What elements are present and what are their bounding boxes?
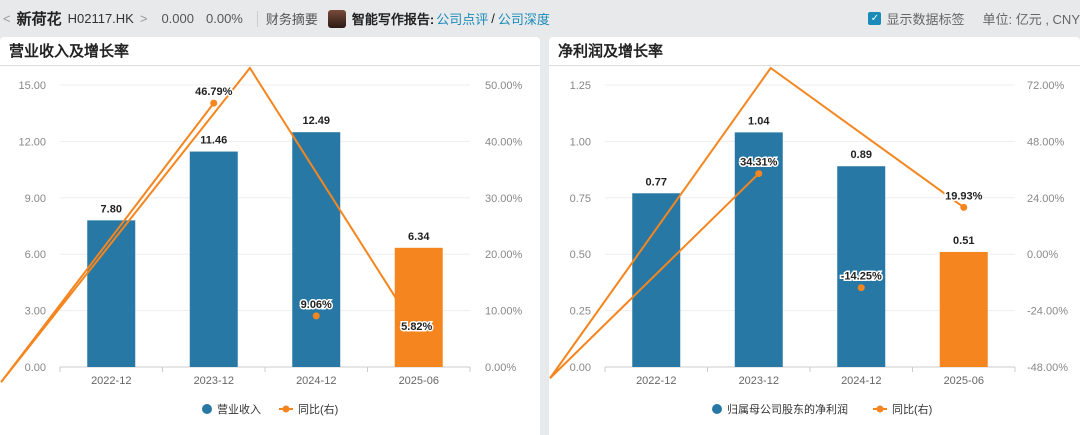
bar [939, 251, 988, 367]
stock-code: H02117.HK [67, 11, 134, 26]
bar-label: 0.51 [953, 235, 974, 247]
y2-tick-label: 24.00% [1027, 193, 1065, 205]
x-tick-label: 2024-12 [296, 375, 336, 387]
show-labels-checkbox[interactable]: ✓ [868, 12, 882, 25]
growth-label: -14.25% [841, 271, 882, 283]
bar-label: 1.04 [748, 115, 770, 127]
growth-label: 46.79% [195, 86, 233, 98]
growth-point [312, 312, 320, 320]
growth-point [415, 330, 423, 338]
price: 0.000 [161, 11, 194, 26]
header-right: ✓ 显示数据标签 单位: 亿元 , CNY [868, 0, 1080, 37]
unit-label: 单位: 亿元 , CNY [982, 12, 1080, 27]
bar-label: 7.80 [101, 203, 122, 215]
y-tick-label: 0.00 [570, 362, 591, 374]
bar [87, 220, 136, 367]
legend-line-label: 同比(右) [298, 402, 338, 416]
y2-tick-label: 20.00% [485, 249, 523, 261]
legend-line-marker [876, 405, 884, 413]
x-tick-label: 2022-12 [636, 375, 676, 387]
y2-tick-label: 50.00% [485, 80, 523, 92]
x-tick-label: 2023-12 [194, 375, 234, 387]
x-tick-label: 2025-06 [944, 375, 984, 387]
growth-point [210, 99, 218, 107]
y2-tick-label: -48.00% [1027, 362, 1068, 374]
legend-line-marker [282, 405, 290, 413]
x-tick-label: 2023-12 [739, 375, 779, 387]
bar [292, 132, 341, 367]
back-button[interactable]: < [3, 11, 11, 26]
growth-point [857, 284, 865, 292]
bar-label: 0.89 [851, 149, 872, 161]
x-tick-label: 2022-12 [91, 375, 131, 387]
legend-bar-label: 归属母公司股东的净利润 [727, 402, 848, 416]
revenue-chart: 0.00 0.00% 3.00 10.00% 6.00 20.00% 9.00 30.00% 1… [0, 66, 523, 416]
y-tick-label: 0.00 [25, 362, 46, 374]
y2-tick-label: 48.00% [1027, 136, 1065, 148]
y2-tick-label: 0.00% [485, 362, 516, 374]
y2-tick-label: 72.00% [1027, 80, 1065, 92]
net-profit-chart: 0.00 -48.00% 0.25 -24.00% 0.50 0.00% 0.75 24.00… [549, 66, 1068, 416]
bar [632, 193, 681, 367]
y-tick-label: 1.00 [570, 136, 591, 148]
y-tick-label: 0.25 [570, 306, 591, 318]
stock-name: 新荷花 [16, 11, 62, 28]
x-tick-label: 2025-06 [399, 375, 439, 387]
growth-label: 34.31% [740, 157, 778, 169]
slash: / [491, 11, 495, 26]
summary-tab[interactable]: 财务摘要 [265, 12, 318, 27]
chart-title: 净利润及增长率 [549, 37, 1080, 66]
change: 0.00% [206, 11, 243, 26]
x-tick-label: 2024-12 [841, 375, 881, 387]
y2-tick-label: 30.00% [485, 193, 523, 205]
bar-label: 12.49 [302, 115, 330, 127]
y-tick-label: 0.50 [570, 249, 591, 261]
report-label: 智能写作报告: [351, 12, 435, 27]
growth-line [549, 66, 965, 379]
bar-label: 6.34 [408, 231, 430, 243]
bar-label: 0.77 [646, 176, 667, 188]
y-tick-label: 12.00 [18, 136, 46, 148]
y-tick-label: 1.25 [570, 80, 591, 92]
growth-point [960, 203, 968, 211]
bar [189, 151, 238, 367]
show-labels-label[interactable]: 显示数据标签 [886, 12, 965, 27]
chart-title: 营业收入及增长率 [0, 37, 540, 66]
growth-label: 5.82% [401, 321, 432, 333]
growth-point [755, 170, 763, 178]
header-bar: < 新荷花 H02117.HK > 0.000 0.00% 财务摘要 智能写作报… [0, 0, 1080, 37]
legend-line-label: 同比(右) [892, 402, 932, 416]
avatar [327, 9, 346, 28]
legend-bar-label: 营业收入 [217, 402, 261, 416]
growth-label: 9.06% [301, 299, 332, 311]
growth-label: 19.93% [945, 190, 983, 202]
y2-tick-label: 40.00% [485, 136, 523, 148]
bar-label: 11.46 [200, 135, 227, 147]
y2-tick-label: -24.00% [1027, 306, 1068, 318]
legend-bar-icon [712, 404, 722, 414]
y-tick-label: 15.00 [18, 80, 46, 92]
y-tick-label: 9.00 [25, 193, 46, 205]
net-profit-panel: 净利润及增长率 0.00 -48.00% 0.25 -24.00% 0.50 0.00% 0… [549, 37, 1080, 435]
link-company-review[interactable]: 公司点评 [436, 12, 489, 27]
revenue-panel: 营业收入及增长率 0.00 0.00% 3.00 10.00% 6.00 20.00% 9.… [0, 37, 540, 435]
forward-button[interactable]: > [139, 11, 148, 26]
growth-line [0, 66, 420, 383]
divider [256, 10, 258, 27]
y-tick-label: 3.00 [25, 306, 46, 318]
bar [837, 166, 886, 367]
y-tick-label: 6.00 [25, 249, 46, 261]
y-tick-label: 0.75 [570, 193, 591, 205]
legend-bar-icon [202, 404, 212, 414]
y2-tick-label: 0.00% [1027, 249, 1058, 261]
link-company-depth[interactable]: 公司深度 [497, 12, 550, 27]
y2-tick-label: 10.00% [485, 306, 523, 318]
